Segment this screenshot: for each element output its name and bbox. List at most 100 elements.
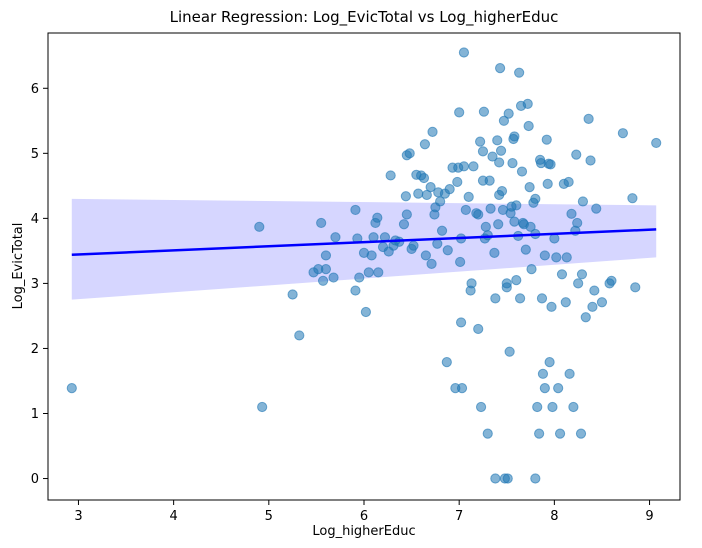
data-point	[477, 146, 489, 157]
data-point	[473, 209, 484, 220]
y-tick-label: 0	[31, 472, 39, 487]
data-point	[576, 269, 588, 280]
x-tick-label: 8	[550, 509, 558, 524]
data-point	[404, 148, 415, 159]
data-point	[458, 161, 470, 172]
data-point	[572, 217, 583, 229]
data-point	[495, 63, 506, 74]
data-point	[444, 184, 455, 195]
data-point	[487, 151, 498, 162]
data-point	[568, 401, 579, 413]
data-point	[571, 149, 582, 160]
data-point	[501, 278, 512, 289]
data-point	[360, 306, 372, 318]
data-point	[366, 250, 377, 261]
x-tick-label: 6	[360, 509, 368, 524]
data-point	[526, 264, 537, 275]
data-point	[651, 137, 662, 149]
data-point	[547, 401, 558, 413]
data-point	[596, 297, 608, 308]
data-point	[539, 383, 550, 394]
data-point	[546, 301, 557, 312]
data-point	[316, 217, 327, 229]
data-point	[294, 330, 305, 341]
data-point	[496, 185, 508, 197]
data-point	[522, 98, 533, 109]
data-point	[420, 250, 431, 261]
data-point	[413, 188, 424, 199]
data-point	[580, 312, 591, 323]
x-tick-label: 4	[169, 509, 177, 524]
data-point	[545, 159, 556, 170]
x-axis-label: Log_higherEduc	[312, 524, 415, 539]
data-point	[400, 191, 411, 202]
data-point	[473, 323, 484, 335]
data-point	[490, 293, 501, 304]
data-point	[398, 219, 410, 230]
data-point	[432, 238, 443, 249]
data-point	[460, 204, 471, 216]
data-point	[530, 193, 541, 204]
data-point	[468, 161, 479, 172]
data-point	[587, 301, 598, 312]
data-point	[490, 473, 501, 484]
y-tick-label: 5	[31, 147, 39, 162]
data-point	[507, 157, 518, 169]
data-point	[542, 178, 553, 189]
x-tick-label: 7	[455, 509, 463, 524]
data-point	[511, 200, 522, 211]
data-point	[575, 428, 587, 439]
data-point	[573, 278, 584, 289]
data-point	[577, 196, 589, 207]
data-point	[489, 247, 500, 258]
x-axis: 3 4 5 6 7 8 9	[74, 500, 654, 524]
data-point	[408, 240, 419, 251]
data-point	[534, 428, 545, 439]
data-point	[551, 252, 562, 263]
data-point	[591, 203, 602, 214]
data-point	[436, 225, 448, 236]
data-point	[536, 293, 548, 304]
data-point	[435, 196, 446, 207]
data-point	[480, 221, 491, 232]
data-point	[475, 136, 486, 147]
data-point	[514, 67, 525, 78]
data-point	[561, 252, 572, 263]
data-point	[509, 216, 520, 227]
data-point	[532, 401, 543, 413]
y-tick-label: 6	[31, 82, 39, 97]
data-point	[544, 357, 555, 368]
data-point	[466, 278, 477, 289]
data-point	[454, 107, 465, 118]
data-point	[564, 368, 575, 379]
data-point	[354, 272, 365, 283]
data-point	[372, 212, 383, 223]
data-point	[418, 172, 430, 184]
y-tick-label: 2	[31, 342, 39, 357]
data-point	[630, 282, 641, 293]
data-point	[627, 193, 638, 204]
data-point	[317, 275, 329, 286]
data-point	[503, 108, 514, 119]
data-point	[66, 383, 77, 394]
data-point	[530, 473, 541, 484]
data-point	[458, 47, 470, 58]
data-point	[320, 250, 332, 261]
data-point	[385, 170, 396, 181]
data-point	[560, 297, 571, 308]
y-tick-label: 1	[31, 407, 39, 422]
data-point	[441, 357, 452, 368]
data-point	[520, 244, 531, 255]
chart-title: Linear Regression: Log_EvicTotal vs Log_…	[170, 8, 559, 27]
data-point	[553, 383, 564, 394]
data-point	[485, 203, 496, 214]
data-point	[539, 250, 550, 261]
data-point	[524, 182, 535, 193]
data-point	[583, 113, 594, 124]
data-point	[537, 368, 549, 379]
data-point	[350, 204, 361, 216]
data-point	[401, 209, 412, 220]
data-point	[523, 120, 534, 132]
data-point	[541, 134, 552, 145]
